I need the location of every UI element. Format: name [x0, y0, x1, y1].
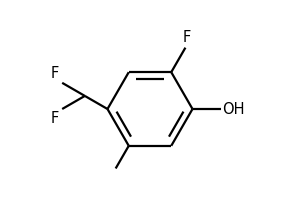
Text: F: F: [182, 30, 190, 45]
Text: F: F: [51, 111, 59, 126]
Text: OH: OH: [223, 102, 245, 116]
Text: F: F: [51, 66, 59, 81]
